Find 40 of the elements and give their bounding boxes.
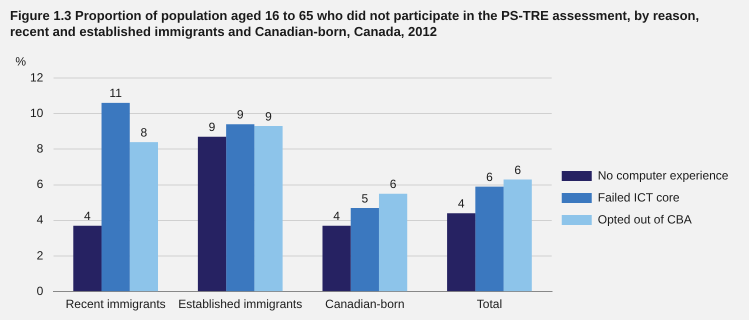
bar xyxy=(226,124,254,292)
bar xyxy=(198,136,226,292)
bar xyxy=(475,186,504,292)
bar xyxy=(447,213,476,292)
y-tick-label: 12 xyxy=(30,70,44,84)
y-tick-label: 8 xyxy=(36,142,44,156)
y-axis-title: % xyxy=(15,54,26,68)
x-tick-label: Established immigrants xyxy=(178,297,302,312)
data-label: 11 xyxy=(109,86,122,100)
bar xyxy=(322,226,351,292)
data-label: 4 xyxy=(458,196,465,211)
bar xyxy=(350,208,379,292)
data-label: 6 xyxy=(486,170,494,184)
y-tick-label: 6 xyxy=(36,177,44,192)
x-tick-label: Canadian-born xyxy=(325,297,405,312)
x-tick-label: Recent immigrants xyxy=(66,297,166,312)
y-tick-label: 4 xyxy=(36,212,44,227)
legend-label: Opted out of CBA xyxy=(598,212,692,226)
legend-label: No computer experience xyxy=(598,168,729,182)
data-label: 4 xyxy=(84,209,92,224)
data-label: 6 xyxy=(390,177,397,192)
y-tick-label: 2 xyxy=(36,248,44,262)
bar xyxy=(378,194,408,292)
data-label: 4 xyxy=(333,209,340,224)
data-label: 8 xyxy=(140,125,148,140)
bar xyxy=(130,142,158,292)
x-tick-label: Total xyxy=(476,297,502,312)
bar xyxy=(254,126,283,292)
bar xyxy=(102,102,130,292)
bar xyxy=(73,226,102,292)
data-label: 6 xyxy=(514,162,522,177)
data-label: 9 xyxy=(236,108,244,122)
chart-title: Figure 1.3 Proportion of population aged 16 to 65 who did not participate in the PS-TRE assessment, by reason, recent and established immigrants and Canadian-born, Canada, 2012 xyxy=(9,7,700,41)
y-tick-label: 0 xyxy=(36,284,44,298)
bar xyxy=(504,179,532,292)
data-label: 5 xyxy=(362,191,369,206)
data-label: 9 xyxy=(208,120,216,134)
legend-label: Failed ICT core xyxy=(598,190,680,204)
data-label: 9 xyxy=(265,109,272,124)
y-tick-label: 10 xyxy=(30,106,44,120)
